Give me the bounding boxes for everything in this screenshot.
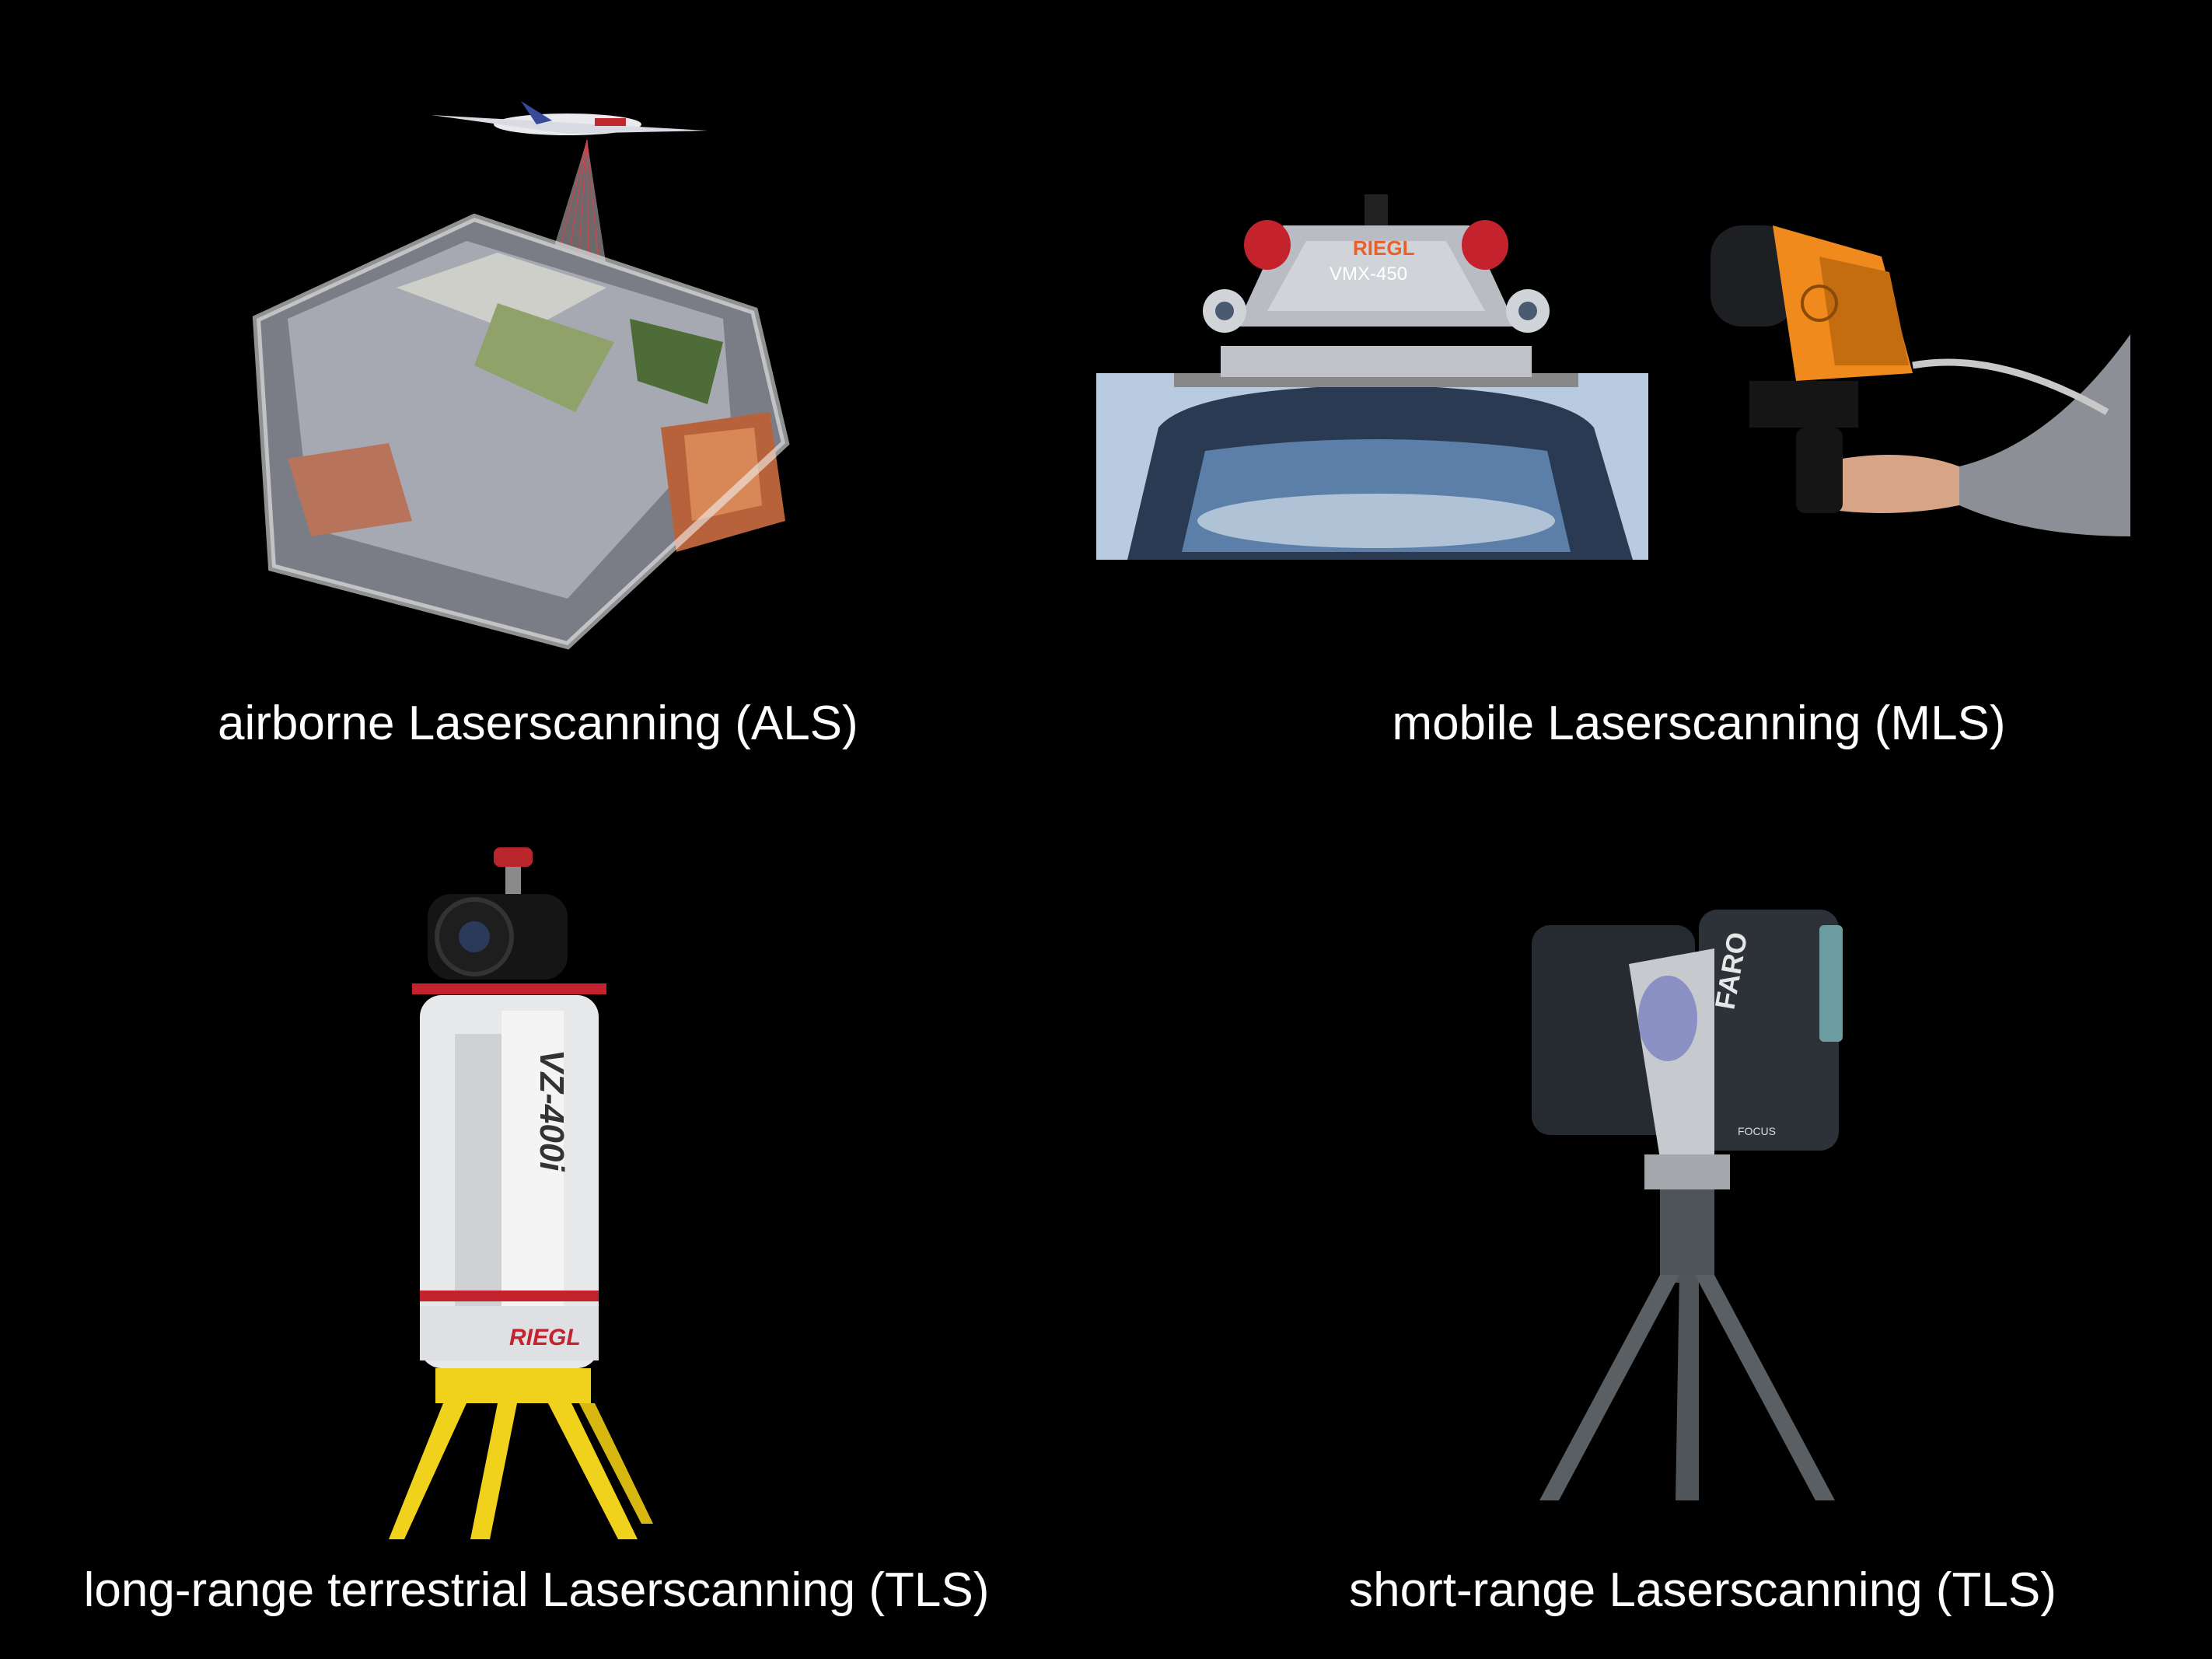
riegl-logo-vmx: RIEGL	[1353, 236, 1415, 260]
vz-model-label: VZ-400i	[533, 1050, 571, 1172]
caption-tls-short: short-range Laserscanning (TLS)	[1349, 1563, 2056, 1617]
focus-label: FOCUS	[1738, 1125, 1776, 1137]
als-image	[241, 86, 816, 676]
caption-tls-long: long-range terrestrial Laserscanning (TL…	[83, 1563, 990, 1617]
riegl-logo-tls: RIEGL	[509, 1325, 581, 1350]
tls-long-range-image: VZ-400i RIEGL	[381, 847, 676, 1547]
mls-vehicle-image: RIEGL VMX-450	[1096, 194, 1656, 560]
tls-short-range-image: FARO FOCUS	[1524, 902, 1882, 1508]
mls-handheld-image	[1703, 210, 2130, 552]
airplane-icon	[432, 101, 708, 135]
caption-mls: mobile Laserscanning (MLS)	[1392, 697, 2006, 750]
vmx-model-label: VMX-450	[1330, 264, 1407, 285]
caption-als: airborne Laserscanning (ALS)	[218, 697, 858, 750]
